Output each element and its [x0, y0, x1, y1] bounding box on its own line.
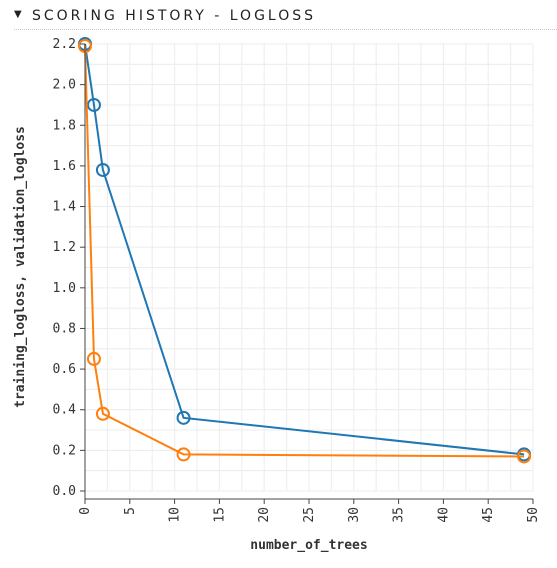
y-tick-label: 0.6: [53, 362, 76, 377]
y-tick-label: 1.2: [53, 240, 76, 255]
data-point-1: [86, 351, 101, 366]
x-tick-label: 40: [436, 507, 451, 523]
y-tick-label: 2.0: [53, 78, 76, 93]
data-point-1: [517, 449, 532, 464]
y-axis-label: training_logloss, validation_logloss: [13, 126, 28, 408]
y-tick-label: 1.4: [53, 200, 77, 215]
data-point-0: [176, 410, 191, 425]
data-point-1: [95, 406, 110, 421]
x-tick-label: 0: [78, 507, 93, 515]
series-layer: [78, 37, 532, 464]
x-tick-label: 25: [302, 507, 317, 523]
y-tick-label: 2.2: [53, 37, 76, 52]
scoring-history-chart: 0.0 0.2 0.4 0.6 0.8 1.0 1.2 1.4 1.6 1.8 2.0 2.2 0 5 10…: [13, 37, 541, 553]
x-tick-label: 35: [392, 507, 407, 523]
x-tick-label: 45: [481, 507, 496, 523]
y-tick-label: 1.8: [53, 118, 76, 133]
y-tick-label: 0.4: [53, 403, 77, 418]
panel-header[interactable]: ▼ SCORING HISTORY - LOGLOSS: [14, 0, 557, 30]
x-tick-label: 20: [257, 507, 272, 523]
axes: 0.0 0.2 0.4 0.6 0.8 1.0 1.2 1.4 1.6 1.8 2.0 2.2 0 5 10…: [53, 37, 541, 523]
y-tick-label: 0.0: [53, 484, 76, 499]
data-point-1: [176, 447, 191, 462]
y-tick-label: 0.8: [53, 321, 76, 336]
series-line-0: [84, 43, 525, 456]
x-tick-label: 5: [123, 507, 138, 515]
x-tick-label: 50: [526, 507, 541, 523]
x-tick-label: 10: [168, 507, 183, 523]
data-point-0: [95, 162, 110, 177]
series-line-1: [84, 46, 525, 458]
y-tick-label: 1.6: [53, 159, 76, 174]
x-tick-label: 30: [347, 507, 362, 523]
y-tick-label: 0.2: [53, 443, 76, 458]
grid: [84, 43, 534, 492]
caret-down-icon[interactable]: ▼: [14, 9, 22, 20]
x-tick-label: 15: [212, 507, 227, 523]
data-point-0: [86, 97, 101, 112]
x-axis-label: number_of_trees: [250, 538, 367, 553]
panel-title: SCORING HISTORY - LOGLOSS: [32, 8, 317, 24]
y-tick-label: 1.0: [53, 281, 76, 296]
